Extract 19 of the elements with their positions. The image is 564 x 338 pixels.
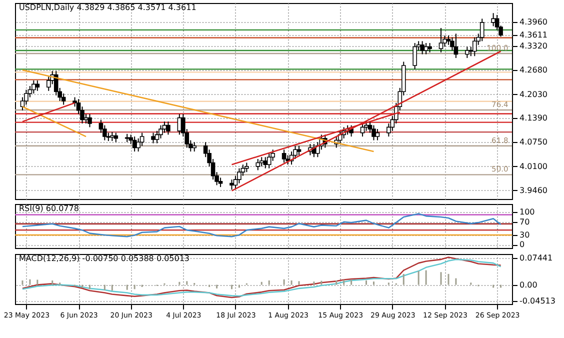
- chart-title: MACD(12,26,9) -0.00750 0.05388 0.05013: [19, 254, 190, 263]
- y-tick-label: 4.1390: [520, 114, 548, 123]
- y-tick-label: 4.2680: [520, 65, 548, 74]
- y-tick-label: -0.04513: [520, 296, 556, 306]
- y-tick-label: 4.3611: [520, 30, 548, 40]
- y-tick-label: 100: [520, 208, 535, 217]
- y-tick-label: 0.07441: [520, 253, 553, 262]
- y-tick-label: 4.2030: [520, 90, 548, 99]
- y-tick-label: 0.00: [520, 280, 538, 290]
- y-tick-label: 0: [520, 240, 525, 250]
- y-tick-label: 3.9460: [520, 186, 548, 195]
- y-tick-label: 4.0100: [520, 162, 548, 171]
- chart-title: RSI(9) 60.0778: [19, 204, 79, 213]
- chart-title: USDPLN,Daily 4.3829 4.3865 4.3571 4.3611: [19, 3, 196, 12]
- y-tick-label: 30: [520, 230, 530, 240]
- y-tick-label: 70: [520, 217, 530, 226]
- y-tick-label: 4.3320: [520, 42, 548, 51]
- y-tick-label: 4.3960: [520, 18, 548, 27]
- y-tick-label: 4.0750: [520, 138, 548, 147]
